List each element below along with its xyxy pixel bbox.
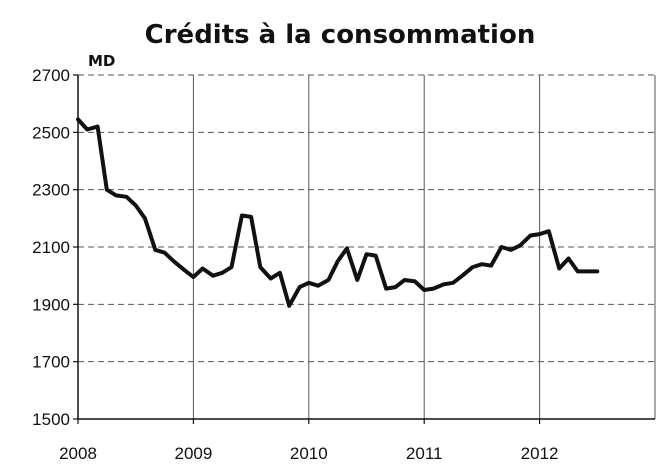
data-point	[548, 230, 550, 233]
y-tick-label: 2100	[32, 238, 70, 257]
x-tick-label: 2011	[406, 444, 443, 463]
data-point	[308, 282, 310, 284]
data-point	[134, 204, 137, 207]
data-point	[327, 279, 330, 281]
data-point	[259, 266, 262, 268]
y-tick-labels: 1500 1700 1900 2100 2300 2500 2700	[32, 66, 70, 429]
chart-title: Crédits à la consommation	[145, 20, 536, 50]
data-point	[576, 270, 579, 273]
y-tick-label: 1900	[32, 295, 70, 314]
data-point	[317, 284, 319, 287]
data-point	[529, 234, 532, 237]
x-tick-labels: 2008 2009 2010 2011 2012	[59, 444, 558, 463]
x-tick-label: 2008	[59, 444, 97, 463]
data-point	[443, 283, 445, 286]
data-point	[288, 304, 290, 307]
data-point	[201, 267, 204, 270]
data-point	[567, 257, 570, 260]
data-point	[154, 249, 157, 251]
data-point	[509, 249, 512, 251]
axes	[73, 74, 655, 424]
data-point	[212, 274, 214, 277]
series-layer	[76, 117, 600, 308]
y-unit-label: MD	[88, 52, 115, 70]
y-tick-label: 1700	[32, 353, 70, 372]
data-point	[558, 267, 561, 270]
data-point	[77, 118, 79, 121]
data-point	[414, 280, 416, 283]
data-point	[115, 194, 117, 197]
data-point	[241, 214, 243, 217]
data-point	[163, 251, 166, 254]
data-point	[269, 277, 272, 280]
data-point	[385, 287, 387, 290]
data-point	[250, 216, 252, 218]
data-point	[500, 246, 503, 248]
grid	[78, 74, 656, 419]
data-point	[471, 266, 474, 268]
data-point	[365, 253, 368, 255]
y-tick-label: 1500	[32, 410, 70, 429]
data-point	[596, 270, 599, 273]
data-point	[481, 263, 483, 266]
y-tick-label: 2500	[32, 123, 70, 142]
data-point	[230, 266, 233, 268]
data-point	[519, 244, 521, 247]
data-point	[374, 254, 377, 257]
data-point	[86, 128, 89, 131]
data-point	[461, 274, 464, 277]
data-point	[432, 287, 435, 290]
data-point	[394, 286, 397, 288]
data-point	[172, 260, 175, 263]
data-point	[587, 270, 589, 273]
data-point	[336, 260, 339, 263]
data-point	[490, 264, 492, 267]
series-line	[76, 117, 600, 308]
data-point	[346, 247, 348, 250]
data-point	[125, 196, 128, 198]
data-point	[423, 289, 426, 291]
data-point	[279, 272, 281, 274]
x-tick-label: 2009	[174, 444, 212, 463]
data-point	[356, 279, 359, 281]
y-tick-label: 2300	[32, 181, 70, 200]
data-point	[298, 286, 301, 288]
data-point	[96, 125, 99, 128]
data-point	[144, 217, 146, 220]
data-point	[192, 276, 195, 278]
data-point	[221, 272, 224, 274]
data-point	[538, 233, 541, 235]
x-tick-label: 2010	[290, 444, 328, 463]
x-tick-label: 2012	[521, 444, 559, 463]
data-point	[106, 188, 108, 191]
data-point	[452, 282, 454, 284]
data-point	[183, 269, 185, 271]
data-point	[403, 279, 406, 281]
y-tick-label: 2700	[32, 66, 70, 85]
